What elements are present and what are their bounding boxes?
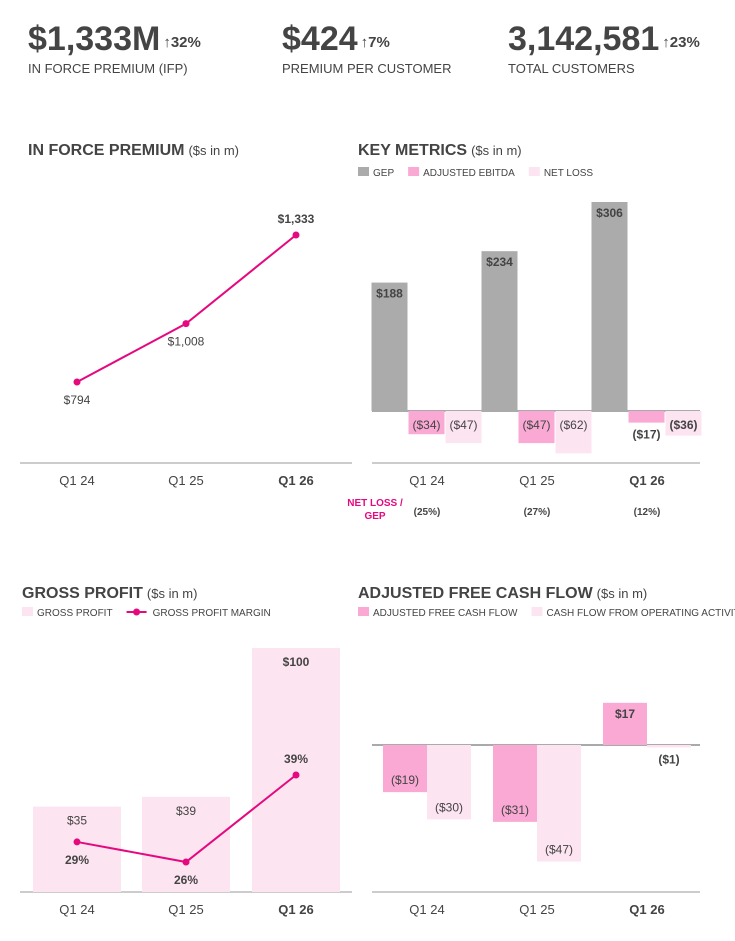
ratio-value: (12%) <box>634 507 661 518</box>
x-tick-label: Q1 25 <box>168 473 203 488</box>
data-label: $306 <box>596 206 623 220</box>
point <box>292 231 300 239</box>
x-tick-label: Q1 24 <box>59 473 94 488</box>
data-label: $39 <box>176 804 196 818</box>
data-label: $234 <box>486 255 513 269</box>
data-label: ($36) <box>669 418 697 432</box>
kpi-value: 3,142,581 <box>508 20 659 58</box>
x-tick-label: Q1 26 <box>629 902 664 917</box>
data-label: $794 <box>64 393 91 407</box>
chart-subtitle: ($s in m) <box>147 586 198 601</box>
x-tick-label: Q1 24 <box>59 902 94 917</box>
x-tick-label: Q1 25 <box>519 902 554 917</box>
bar <box>408 411 445 435</box>
data-label: ($19) <box>391 773 419 787</box>
point <box>292 771 300 779</box>
chart-subtitle: ($s in m) <box>597 586 648 601</box>
bar <box>371 282 408 411</box>
legend-swatch <box>531 607 543 616</box>
bar <box>537 745 581 862</box>
point <box>182 858 190 866</box>
bar <box>252 648 340 892</box>
legend-dot <box>133 608 141 616</box>
data-label: $35 <box>67 814 87 828</box>
data-label: ($62) <box>559 418 587 432</box>
bar <box>628 411 665 423</box>
data-label: $100 <box>283 655 310 669</box>
x-tick-label: Q1 24 <box>409 473 444 488</box>
legend-label: GROSS PROFIT MARGIN <box>153 608 271 619</box>
bar <box>383 745 427 793</box>
bar <box>427 745 471 820</box>
legend-swatch <box>408 167 420 176</box>
data-label: ($47) <box>522 418 550 432</box>
kpi-change: ↑7% <box>361 34 390 51</box>
chart-title: ADJUSTED FREE CASH FLOW <box>358 585 594 602</box>
kpi-label: IN FORCE PREMIUM (IFP) <box>28 61 188 76</box>
chart-title: GROSS PROFIT <box>22 585 143 602</box>
data-label: $17 <box>615 707 635 721</box>
bar <box>518 411 555 444</box>
data-label: ($34) <box>412 418 440 432</box>
legend-label: GEP <box>373 168 394 179</box>
chart-subtitle: ($s in m) <box>471 143 522 158</box>
data-label: 39% <box>284 752 308 766</box>
bar <box>647 745 691 748</box>
chart-title: IN FORCE PREMIUM <box>28 142 184 159</box>
x-tick-label: Q1 26 <box>278 473 313 488</box>
bar <box>445 411 482 444</box>
kpi-change: ↑23% <box>662 34 700 51</box>
legend-swatch <box>22 607 33 616</box>
point <box>182 320 190 328</box>
x-tick-label: Q1 24 <box>409 902 444 917</box>
bar <box>493 745 537 822</box>
chart-title: KEY METRICS <box>358 142 467 159</box>
bar <box>481 251 518 411</box>
kpi-change: ↑32% <box>163 34 201 51</box>
legend-swatch <box>528 167 540 176</box>
data-label: $188 <box>376 287 403 301</box>
legend-label: CASH FLOW FROM OPERATING ACTIVITIES <box>546 608 735 619</box>
data-label: $1,333 <box>278 212 315 226</box>
kpi-label: PREMIUM PER CUSTOMER <box>282 61 452 76</box>
kpi-label: TOTAL CUSTOMERS <box>508 61 635 76</box>
point <box>73 838 81 846</box>
bar <box>33 806 121 892</box>
kpi-value: $1,333M <box>28 20 160 58</box>
data-label: ($47) <box>449 418 477 432</box>
bar <box>591 202 628 411</box>
data-label: ($30) <box>435 800 463 814</box>
bar <box>142 796 230 892</box>
data-label: ($17) <box>632 428 660 442</box>
data-label: ($1) <box>658 752 679 766</box>
chart-subtitle: ($s in m) <box>188 143 239 158</box>
legend-label: GROSS PROFIT <box>37 608 113 619</box>
bar <box>665 411 702 436</box>
legend-label: ADJUSTED FREE CASH FLOW <box>373 608 518 619</box>
ratio-value: (25%) <box>414 507 441 518</box>
legend-swatch <box>358 167 369 176</box>
data-label: ($31) <box>501 803 529 817</box>
ratio-label: NET LOSS / GEP <box>347 498 403 522</box>
data-label: $1,008 <box>168 335 205 349</box>
x-tick-label: Q1 25 <box>519 473 554 488</box>
x-tick-label: Q1 26 <box>278 902 313 917</box>
x-tick-label: Q1 26 <box>629 473 664 488</box>
ratio-value: (27%) <box>524 507 551 518</box>
bar <box>603 702 647 745</box>
legend-swatch <box>358 607 369 616</box>
data-label: 26% <box>174 873 198 887</box>
bar <box>555 411 592 454</box>
line <box>76 234 297 383</box>
legend-label: ADJUSTED EBITDA <box>423 168 515 179</box>
kpi-value: $424 <box>282 20 358 58</box>
x-tick-label: Q1 25 <box>168 902 203 917</box>
legend-label: NET LOSS <box>544 168 594 179</box>
data-label: ($47) <box>545 843 573 857</box>
point <box>73 378 81 386</box>
data-label: 29% <box>65 853 89 867</box>
